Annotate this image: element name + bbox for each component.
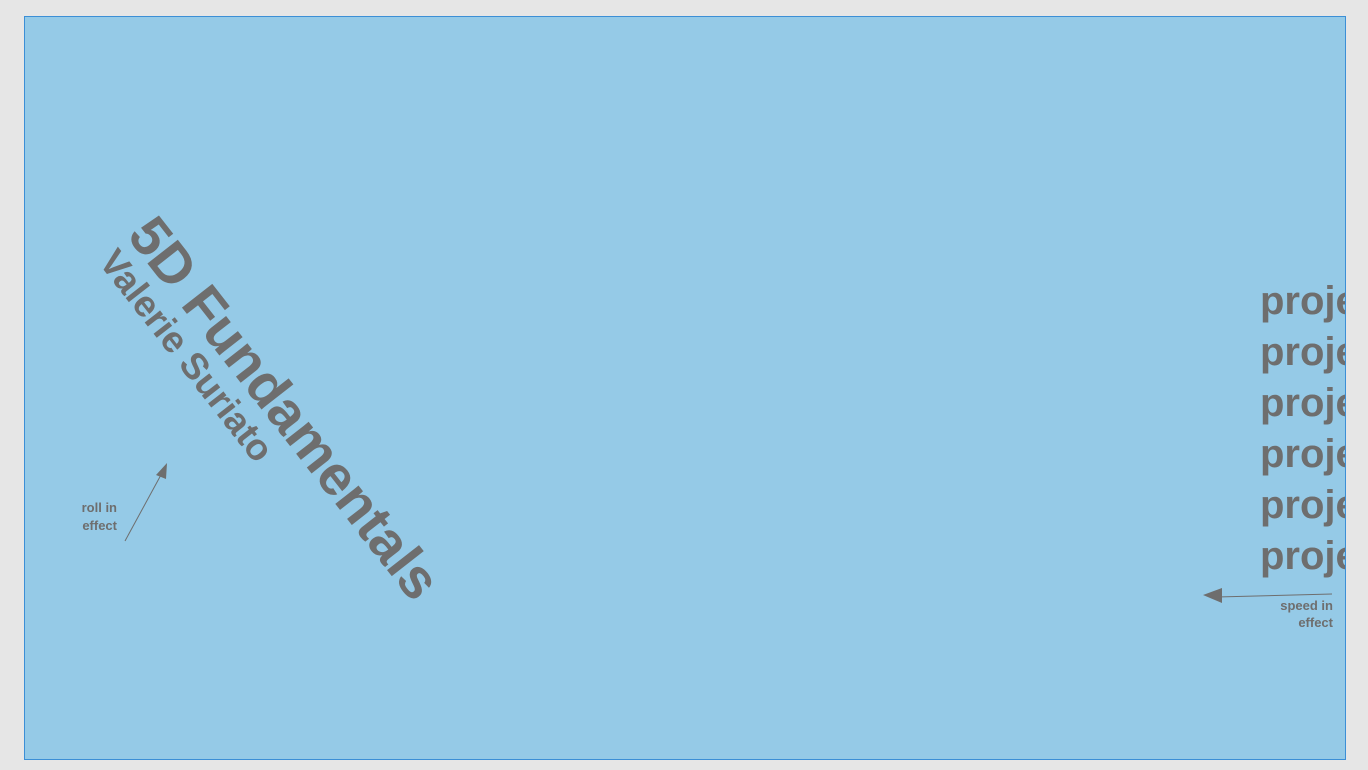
- project-item[interactable]: proje: [1260, 534, 1345, 578]
- slide-title[interactable]: 5D Fundamentals: [116, 204, 454, 612]
- roll-in-arrow-icon[interactable]: [124, 463, 167, 542]
- roll-in-note-line1: roll in: [81, 500, 117, 515]
- project-item[interactable]: proje: [1260, 381, 1345, 425]
- project-item[interactable]: proje: [1260, 330, 1345, 374]
- roll-in-effect-note[interactable]: roll in effect: [65, 499, 117, 535]
- slide-canvas[interactable]: 5D Fundamentals Valerie Suriato roll in …: [24, 16, 1346, 760]
- roll-in-note-line2: effect: [82, 518, 117, 533]
- speed-in-effect-note[interactable]: speed in effect: [1245, 597, 1333, 631]
- project-item[interactable]: proje: [1260, 432, 1345, 476]
- project-item[interactable]: proje: [1260, 483, 1345, 527]
- project-list[interactable]: proje proje proje proje proje proje: [1260, 279, 1345, 585]
- speed-in-note-line2: effect: [1298, 615, 1333, 630]
- project-item[interactable]: proje: [1260, 279, 1345, 323]
- speed-in-note-line1: speed in: [1280, 598, 1333, 613]
